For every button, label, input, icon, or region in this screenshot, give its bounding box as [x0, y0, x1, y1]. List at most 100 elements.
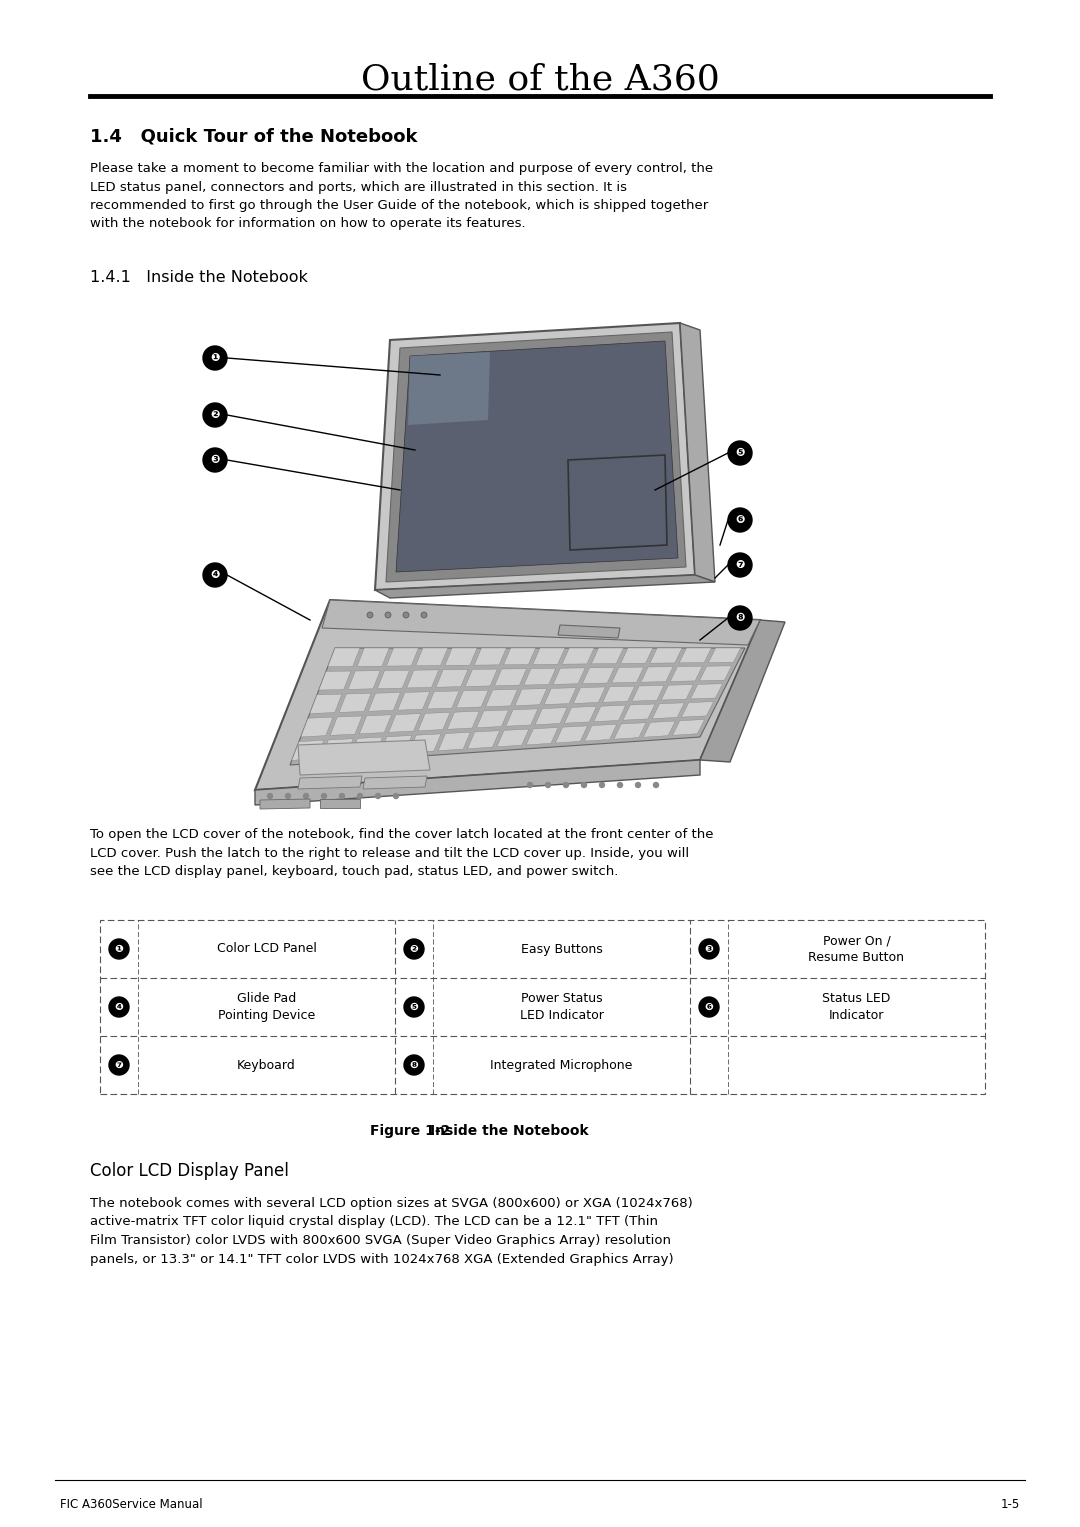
Circle shape — [728, 606, 752, 631]
Polygon shape — [603, 686, 635, 702]
Circle shape — [728, 441, 752, 466]
Polygon shape — [532, 647, 565, 664]
Circle shape — [109, 997, 129, 1017]
Text: 1.4   Quick Tour of the Notebook: 1.4 Quick Tour of the Notebook — [90, 128, 418, 147]
Text: ❽: ❽ — [409, 1060, 418, 1070]
Polygon shape — [330, 716, 362, 736]
Text: Status LED
Indicator: Status LED Indicator — [822, 993, 891, 1022]
Polygon shape — [652, 702, 685, 719]
Polygon shape — [582, 667, 615, 684]
Text: Color LCD Display Panel: Color LCD Display Panel — [90, 1162, 288, 1180]
Circle shape — [203, 563, 227, 586]
Polygon shape — [416, 647, 448, 666]
Circle shape — [699, 939, 719, 959]
Polygon shape — [438, 733, 470, 751]
Text: ❼: ❼ — [735, 560, 745, 570]
Text: ❶: ❶ — [211, 353, 219, 363]
Circle shape — [393, 794, 399, 799]
Polygon shape — [526, 727, 558, 745]
Polygon shape — [427, 690, 459, 709]
Polygon shape — [495, 669, 527, 686]
Text: ❼: ❼ — [114, 1060, 123, 1070]
Text: Integrated Microphone: Integrated Microphone — [490, 1058, 633, 1072]
Polygon shape — [319, 670, 351, 690]
Polygon shape — [360, 715, 391, 734]
Polygon shape — [503, 647, 536, 664]
Polygon shape — [375, 324, 696, 589]
Polygon shape — [613, 722, 646, 739]
Polygon shape — [291, 647, 745, 765]
Polygon shape — [321, 739, 353, 759]
Polygon shape — [255, 600, 760, 789]
Polygon shape — [468, 730, 500, 748]
Polygon shape — [555, 725, 588, 744]
Polygon shape — [474, 647, 507, 666]
Text: ❺: ❺ — [409, 1002, 418, 1012]
Text: ❹: ❹ — [211, 570, 219, 580]
Circle shape — [357, 794, 363, 799]
Text: Figure 1-2: Figure 1-2 — [370, 1124, 450, 1138]
Text: ❷: ❷ — [211, 411, 219, 420]
Circle shape — [285, 794, 291, 799]
Text: ❶: ❶ — [114, 944, 123, 954]
Polygon shape — [690, 684, 723, 699]
Circle shape — [404, 939, 424, 959]
Circle shape — [564, 782, 568, 788]
Polygon shape — [680, 324, 715, 582]
Polygon shape — [339, 693, 372, 713]
Circle shape — [109, 939, 129, 959]
Polygon shape — [348, 670, 380, 689]
Polygon shape — [700, 620, 785, 762]
Polygon shape — [524, 669, 556, 686]
Polygon shape — [565, 707, 596, 724]
Circle shape — [404, 1055, 424, 1075]
Polygon shape — [409, 734, 441, 753]
Polygon shape — [673, 719, 704, 736]
Polygon shape — [407, 670, 438, 689]
Circle shape — [618, 782, 622, 788]
Text: ❻: ❻ — [704, 1002, 714, 1012]
Polygon shape — [679, 647, 712, 663]
Text: FIC A360Service Manual: FIC A360Service Manual — [60, 1498, 203, 1512]
Text: ❺: ❺ — [735, 447, 745, 458]
Polygon shape — [328, 647, 360, 667]
Polygon shape — [298, 776, 362, 789]
Polygon shape — [700, 666, 731, 681]
Polygon shape — [505, 709, 538, 727]
Polygon shape — [292, 741, 324, 760]
Polygon shape — [445, 647, 477, 666]
Polygon shape — [310, 695, 342, 713]
Circle shape — [339, 794, 345, 799]
Circle shape — [728, 553, 752, 577]
Polygon shape — [584, 724, 617, 741]
Polygon shape — [386, 331, 686, 582]
Polygon shape — [447, 712, 480, 730]
Polygon shape — [260, 799, 310, 809]
Polygon shape — [380, 736, 411, 754]
Circle shape — [635, 782, 640, 788]
Polygon shape — [298, 741, 430, 776]
Circle shape — [384, 612, 391, 618]
Polygon shape — [397, 692, 430, 710]
Text: 1.4.1   Inside the Notebook: 1.4.1 Inside the Notebook — [90, 270, 308, 286]
Circle shape — [203, 403, 227, 428]
Text: Power Status
LED Indicator: Power Status LED Indicator — [519, 993, 604, 1022]
Circle shape — [699, 997, 719, 1017]
Circle shape — [268, 794, 272, 799]
Circle shape — [376, 794, 380, 799]
Text: ❷: ❷ — [409, 944, 418, 954]
Polygon shape — [255, 760, 700, 805]
Circle shape — [322, 794, 326, 799]
Polygon shape — [486, 689, 517, 707]
Circle shape — [421, 612, 427, 618]
Circle shape — [527, 782, 532, 788]
Polygon shape — [515, 689, 546, 705]
Polygon shape — [465, 669, 497, 687]
Polygon shape — [408, 353, 490, 425]
Text: Glide Pad
Pointing Device: Glide Pad Pointing Device — [218, 993, 315, 1022]
Circle shape — [403, 612, 409, 618]
Circle shape — [203, 347, 227, 370]
Text: The notebook comes with several LCD option sizes at SVGA (800x600) or XGA (1024x: The notebook comes with several LCD opti… — [90, 1197, 692, 1266]
Circle shape — [303, 794, 309, 799]
Polygon shape — [389, 713, 421, 733]
